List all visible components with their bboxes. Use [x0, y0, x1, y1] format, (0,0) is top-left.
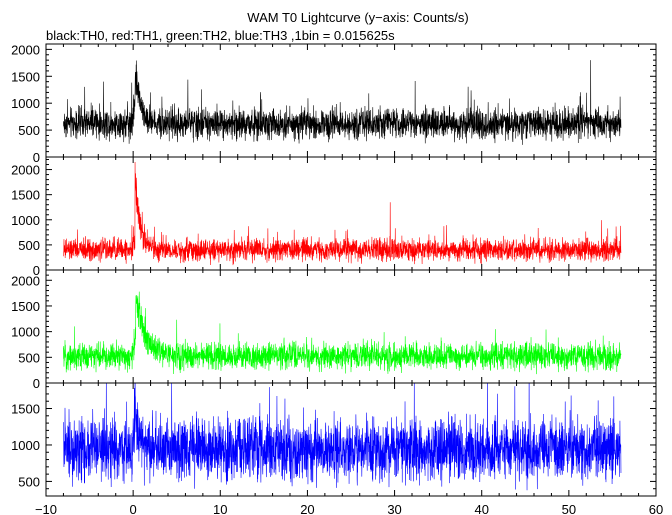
x-tick-label: −10 [35, 502, 57, 515]
series-line-th1 [63, 162, 622, 266]
x-tick-label: 40 [474, 502, 488, 515]
x-tick-label: 10 [213, 502, 227, 515]
panel-th3: 500 1000 1500 [11, 382, 657, 497]
series-line-th2 [63, 291, 622, 375]
x-tick-label: 20 [300, 502, 314, 515]
chart-title: WAM T0 Lightcurve (y−axis: Counts/s) [247, 10, 468, 25]
y-tick-label: 1000 [11, 213, 40, 228]
y-tick-label: 1500 [11, 69, 40, 84]
y-tick-label: 2000 [11, 273, 40, 288]
y-tick-label: 1500 [11, 402, 40, 417]
x-tick-label: 30 [387, 502, 401, 515]
x-tick-label: 60 [649, 502, 663, 515]
y-tick-label: 500 [18, 238, 40, 253]
y-tick-label: 0 [33, 263, 40, 278]
y-tick-label: 0 [33, 150, 40, 165]
y-tick-label: 500 [18, 350, 40, 365]
y-tick-label: 2000 [11, 163, 40, 178]
y-tick-label: 1500 [11, 299, 40, 314]
panel-frame [45, 43, 657, 158]
chart-subtitle: black:TH0, red:TH1, green:TH2, blue:TH3 … [46, 28, 395, 43]
y-tick-label: 1000 [11, 438, 40, 453]
panel-frame [45, 382, 657, 497]
x-tick-label: 50 [562, 502, 576, 515]
x-tick-label: 0 [130, 502, 137, 515]
x-axis: −10 0 10 20 30 40 50 60 [35, 502, 663, 515]
y-tick-label: 1000 [11, 96, 40, 111]
panels-group: 0500100015002000050010001500200005001000… [11, 42, 657, 497]
y-tick-label: 500 [18, 123, 40, 138]
y-tick-label: 0 [33, 376, 40, 391]
y-tick-label: 1000 [11, 325, 40, 340]
panel-th2: 0 500 1000 1500 2000 [11, 269, 657, 391]
series-line-th0 [63, 60, 622, 145]
panel-th0: 0 500 1000 1500 2000 [11, 42, 657, 165]
y-tick-label: 500 [18, 474, 40, 489]
series-line-th3 [63, 383, 622, 491]
y-tick-label: 1500 [11, 188, 40, 203]
panel-th1: 0 500 1000 1500 2000 [11, 156, 657, 278]
y-tick-label: 2000 [11, 42, 40, 57]
